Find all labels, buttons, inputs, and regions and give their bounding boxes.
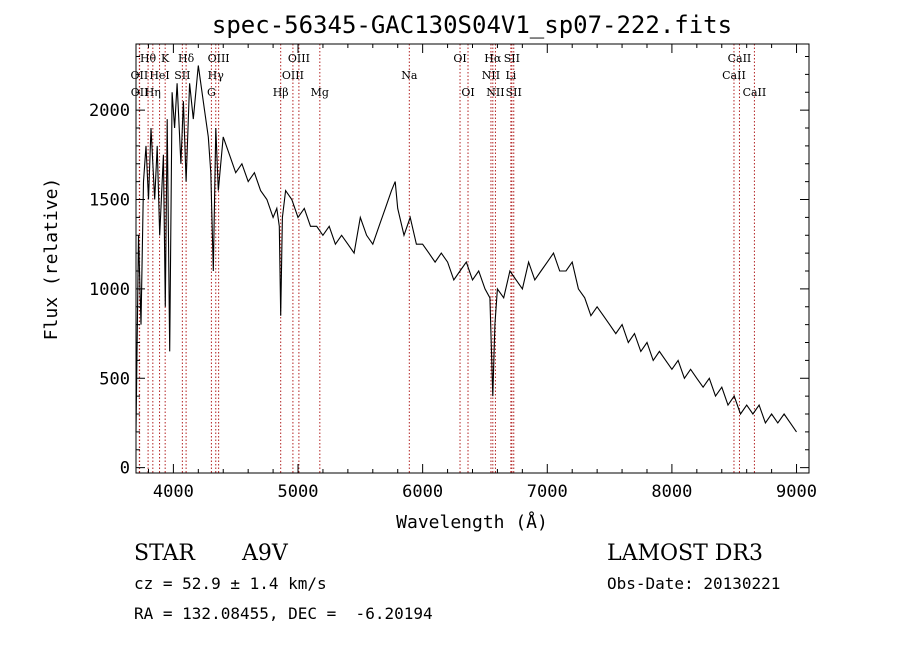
x-tick-label: 7000	[527, 482, 568, 502]
y-tick-label: 1000	[89, 280, 130, 300]
line-label: OII	[131, 69, 149, 82]
obs-date: Obs-Date: 20130221	[607, 574, 780, 593]
line-label: G	[207, 86, 216, 99]
line-label: OI	[453, 52, 466, 65]
subclass: A9V	[241, 541, 289, 566]
y-tick-label: 1500	[89, 191, 130, 211]
redshift-value: cz = 52.9 ± 1.4 km/s	[134, 574, 327, 593]
line-label: Na	[401, 69, 418, 82]
x-axis-ticks: 4000 5000 6000 7000 8000 9000	[147, 44, 817, 502]
line-label: Hδ	[178, 52, 195, 65]
y-tick-label: 500	[99, 369, 130, 389]
line-markers	[138, 44, 755, 473]
line-label: Hθ	[140, 52, 157, 65]
line-label: Hβ	[273, 86, 289, 99]
line-label: SII	[504, 52, 520, 65]
coordinates: RA = 132.08455, DEC = -6.20194	[134, 604, 433, 623]
line-label: CaII	[722, 69, 746, 82]
line-label: Hα	[484, 52, 502, 65]
y-axis-ticks: 0 500 1000 1500 2000	[89, 56, 809, 479]
line-label: Hγ	[208, 69, 225, 82]
x-axis-label: Wavelength (Å)	[396, 511, 548, 533]
y-tick-label: 2000	[89, 101, 130, 121]
line-label: Hη	[145, 86, 161, 99]
chart-title: spec-56345-GAC130S04V1_sp07-222.fits	[212, 11, 732, 39]
x-tick-label: 6000	[402, 482, 443, 502]
x-tick-label: 8000	[651, 482, 692, 502]
y-axis-label: Flux (relative)	[41, 178, 62, 341]
flux-series-line	[135, 65, 797, 433]
line-label: HeI	[149, 69, 169, 82]
line-label: CaII	[728, 52, 752, 65]
object-class: STAR	[134, 541, 196, 566]
line-label: K	[161, 52, 170, 65]
plot-frame	[135, 43, 810, 474]
line-label: OIII	[282, 69, 304, 82]
line-label: NII	[486, 86, 504, 99]
line-label: OI	[461, 86, 474, 99]
line-label: SII	[174, 69, 190, 82]
line-label: NII	[482, 69, 500, 82]
line-label: Li	[505, 69, 516, 82]
x-tick-label: 5000	[278, 482, 319, 502]
line-label: CaII	[743, 86, 767, 99]
line-label: Mg	[311, 86, 329, 99]
line-label: SII	[506, 86, 522, 99]
line-label: OIII	[288, 52, 310, 65]
y-tick-label: 0	[120, 459, 130, 479]
x-tick-label: 9000	[776, 482, 817, 502]
line-label: OIII	[208, 52, 230, 65]
survey-name: LAMOST DR3	[607, 541, 763, 566]
x-tick-label: 4000	[153, 482, 194, 502]
